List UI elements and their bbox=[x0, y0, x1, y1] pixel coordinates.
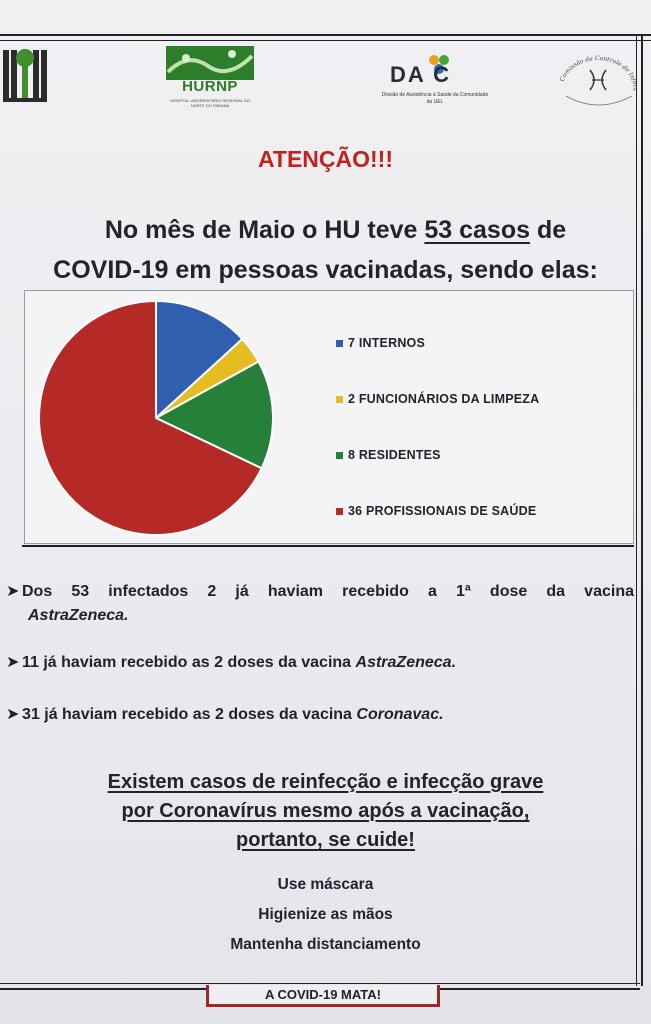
dac-subtitle: Divisão de Assistência à Saúde da Comuni… bbox=[381, 92, 489, 105]
legend-label: 2 FUNCIONÁRIOS DA LIMPEZA bbox=[348, 392, 540, 406]
prevention-tips: Use máscara Higienize as mãos Mantenha d… bbox=[0, 870, 651, 960]
pie-chart bbox=[38, 300, 274, 536]
intro-after: de bbox=[530, 216, 567, 244]
legend-swatch bbox=[336, 339, 343, 347]
page-title: ATENÇÃO!!! bbox=[258, 146, 393, 172]
pie-slice-4 bbox=[38, 300, 263, 536]
dac-name: DA C bbox=[390, 62, 451, 87]
pie-slice-3 bbox=[153, 360, 274, 470]
chart-underline bbox=[22, 545, 634, 547]
intro-line-1: No mês de Maio o HU teve 53 casos de bbox=[0, 210, 651, 250]
poster-border-top bbox=[0, 34, 651, 41]
hurnp-name: HURNP bbox=[182, 78, 238, 95]
warning-line-3: portanto, se cuide! bbox=[236, 829, 415, 851]
intro-highlight: 53 casos bbox=[424, 216, 531, 244]
warning-line-2: por Coronavírus mesmo após a vacinação, bbox=[121, 800, 530, 822]
tip-hands: Higienize as mãos bbox=[258, 906, 393, 923]
warning-message: Existem casos de reinfecção e infecção g… bbox=[0, 768, 651, 855]
university-logo bbox=[2, 44, 48, 106]
hurnp-logo: HURNP HOSPITAL UNIVERSITÁRIO REGIONAL DO… bbox=[164, 46, 256, 112]
warning-line-1: Existem casos de reinfecção e infecção g… bbox=[107, 771, 544, 793]
legend-label: 8 RESIDENTES bbox=[348, 448, 441, 462]
bullet-3-vaccine: Coronavac. bbox=[356, 706, 444, 723]
tip-mask: Use máscara bbox=[277, 876, 374, 893]
footer-banner: A COVID-19 MATA! bbox=[206, 985, 440, 1007]
bullet-item-3: ➤ 31 já haviam recebido as 2 doses da vac… bbox=[6, 703, 444, 727]
infection-control-name: Comissão de Controle de Infecção Hospita… bbox=[548, 45, 639, 92]
bullet-1-text: Dos 53 infectados 2 já haviam recebido a… bbox=[22, 583, 634, 600]
legend-label: 36 PROFISSIONAIS DE SAÚDE bbox=[348, 504, 537, 518]
svg-text:Comissão de Controle de Infecç: Comissão de Controle de Infecção Hospita… bbox=[552, 50, 639, 92]
bullet-arrow-icon: ➤ bbox=[6, 583, 20, 600]
tip-distance: Mantenha distanciamento bbox=[230, 936, 421, 953]
bullet-3-text: 31 já haviam recebido as 2 doses da vaci… bbox=[22, 706, 357, 723]
legend-swatch bbox=[336, 451, 343, 459]
bullet-2-text: 11 já haviam recebido as 2 doses da vaci… bbox=[22, 654, 356, 671]
legend-item-3: 8 RESIDENTES bbox=[336, 447, 441, 463]
intro-before: No mês de Maio o HU teve bbox=[104, 216, 425, 244]
bullet-arrow-icon: ➤ bbox=[6, 654, 20, 671]
infection-control-logo: Comissão de Controle de Infecção Hospita… bbox=[548, 45, 644, 114]
legend-label: 7 INTERNOS bbox=[348, 336, 426, 350]
bullet-arrow-icon: ➤ bbox=[6, 706, 20, 723]
bullet-1-vaccine: AstraZeneca. bbox=[28, 607, 129, 624]
bullet-2-vaccine: AstraZeneca. bbox=[355, 654, 457, 671]
legend-swatch bbox=[336, 507, 343, 515]
dac-logo: DA C Divisão de Assistência à Saúde da C… bbox=[380, 50, 490, 112]
legend-item-1: 7 INTERNOS bbox=[336, 335, 425, 351]
legend-item-4: 36 PROFISSIONAIS DE SAÚDE bbox=[336, 503, 536, 519]
pie-slice-1 bbox=[155, 300, 244, 421]
bullet-item-1: ➤ Dos 53 infectados 2 já haviam recebido … bbox=[6, 580, 634, 604]
legend-swatch bbox=[336, 395, 343, 403]
hurnp-subtitle: HOSPITAL UNIVERSITÁRIO REGIONAL DO NORTE… bbox=[169, 98, 251, 108]
intro-text: No mês de Maio o HU teve 53 casos de COV… bbox=[0, 210, 651, 290]
bullet-item-2: ➤ 11 já haviam recebido as 2 doses da vac… bbox=[6, 651, 456, 675]
poster-border-right bbox=[636, 36, 643, 986]
legend-item-2: 2 FUNCIONÁRIOS DA LIMPEZA bbox=[336, 391, 539, 407]
intro-line-2: COVID-19 em pessoas vacinadas, sendo ela… bbox=[53, 256, 598, 284]
